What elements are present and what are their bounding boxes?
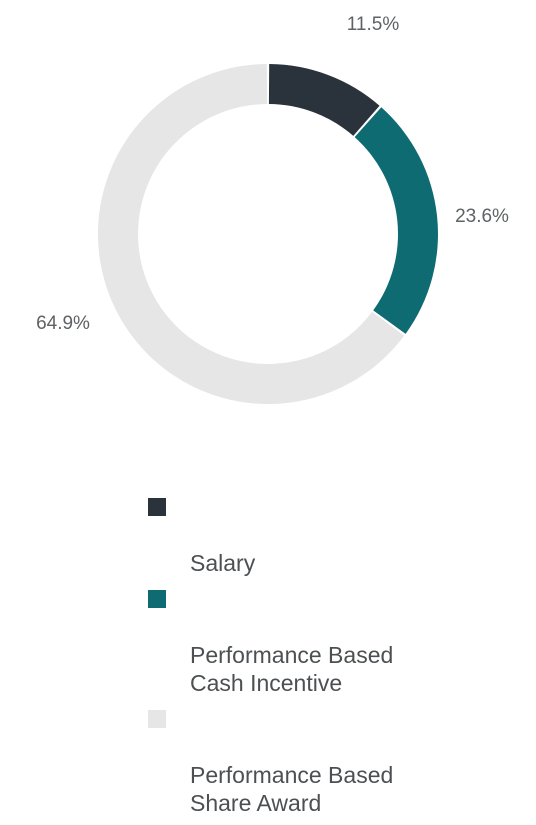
slice-label-share-award: 64.9%: [36, 313, 90, 334]
donut-chart: 11.5% 23.6% 64.9%: [36, 14, 509, 405]
legend-label-cash-incentive: Performance Based Cash Incentive: [190, 642, 394, 696]
legend-swatch-cash-incentive: [148, 590, 166, 608]
legend-item-salary: Salary: [146, 493, 516, 577]
legend-label-share-award: Performance Based Share Award: [190, 762, 394, 816]
legend-item-cash-incentive: Performance Based Cash Incentive: [146, 585, 516, 697]
legend-swatch-salary: [148, 498, 166, 516]
legend-item-share-award: Performance Based Share Award: [146, 705, 516, 817]
legend-swatch-share-award: [148, 710, 166, 728]
slice-labels: 11.5% 23.6% 64.9%: [36, 14, 509, 334]
donut-slice-cash-incentive: [354, 107, 438, 334]
slice-label-cash-incentive: 23.6%: [455, 206, 509, 227]
donut-slice-salary: [268, 64, 380, 136]
legend-label-salary: Salary: [190, 550, 256, 576]
legend: Salary Performance Based Cash Incentive …: [146, 493, 516, 825]
slice-label-salary: 11.5%: [347, 14, 400, 35]
donut-slices: [98, 64, 438, 405]
